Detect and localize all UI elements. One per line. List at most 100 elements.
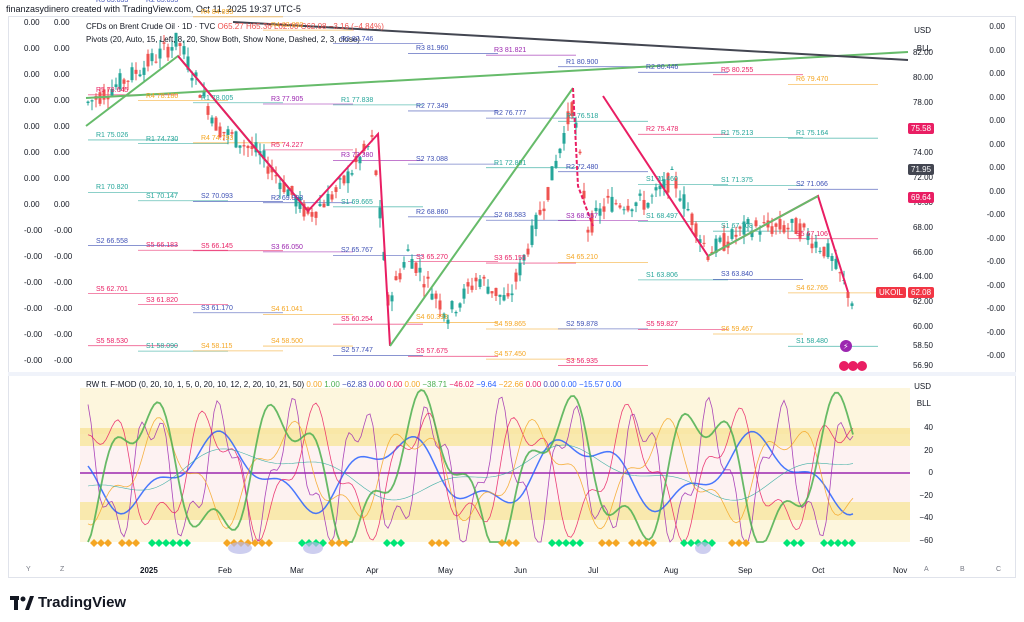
time-axis-label[interactable]: 2025 [140, 566, 158, 575]
pivot-label: S4 65.210 [566, 254, 598, 262]
candle-body [206, 106, 210, 115]
pivot-label: R1 78.005 [201, 94, 234, 102]
main-price-pane[interactable]: ⚡ [8, 16, 1016, 372]
pivot-label: S3 65.270 [416, 253, 448, 261]
price-axis-label[interactable]: 72.00 [912, 172, 933, 182]
pivots-legend[interactable]: Pivots (20, Auto, 15, Left, 8, 20, Show … [86, 35, 360, 44]
oscillator-axis-label[interactable]: −40 [919, 513, 933, 522]
pivot-label: S3 61.820 [146, 296, 178, 304]
candle-body [330, 194, 334, 200]
pivot-label: S2 73.088 [416, 156, 448, 164]
currency-label[interactable]: USD [914, 26, 931, 35]
price-axis-label[interactable]: 66.00 [912, 247, 933, 257]
time-axis-label[interactable]: Oct [812, 566, 825, 575]
signal-marker [397, 539, 405, 547]
oscillator-pane[interactable] [8, 376, 1016, 558]
pivot-label: S4 59.865 [494, 321, 526, 329]
candle-body [754, 220, 758, 227]
candle-body [782, 225, 786, 233]
oscillator-axis-label[interactable]: 0 [928, 468, 933, 477]
candle-body [138, 74, 142, 77]
time-axis-label[interactable]: Mar [290, 566, 304, 575]
candle-body [510, 293, 514, 296]
candle-body [134, 69, 138, 74]
time-axis-label[interactable]: Apr [366, 566, 379, 575]
candle-body [114, 84, 118, 87]
signal-marker [383, 539, 391, 547]
time-axis-label[interactable]: Jun [514, 566, 527, 575]
signal-marker [605, 539, 613, 547]
pane-divider[interactable] [8, 372, 1016, 376]
b-button[interactable]: B [960, 566, 965, 573]
y-button[interactable]: Y [26, 566, 31, 573]
auto-scale-button[interactable]: A [924, 566, 929, 573]
signal-marker [834, 539, 842, 547]
candle-body [518, 262, 522, 276]
highlight-marker [695, 542, 711, 554]
z-button[interactable]: Z [60, 566, 65, 573]
candle-body [830, 255, 834, 261]
oscillator-line [87, 417, 854, 530]
event-icon-1[interactable] [839, 361, 849, 371]
c-button[interactable]: C [996, 566, 1002, 573]
pivot-label: S5 66.183 [146, 242, 178, 250]
pivot-label: R2 80.446 [646, 64, 679, 72]
candle-body [278, 182, 282, 190]
candle-body [706, 256, 710, 261]
oscillator-axis-label[interactable]: −60 [919, 535, 933, 545]
price-axis-label[interactable]: 60.00 [912, 322, 933, 332]
left-axis-label-2: -0.00 [54, 226, 73, 235]
price-axis-label[interactable]: 68.00 [912, 222, 933, 232]
left-axis-label: 0.00 [24, 122, 40, 131]
oscillator-axis-label[interactable]: 40 [924, 423, 933, 432]
far-axis-label: 0.00 [989, 22, 1005, 31]
time-axis-label[interactable]: Feb [218, 566, 232, 575]
event-icon-2[interactable] [848, 361, 858, 371]
pivot-label: S2 57.747 [341, 347, 373, 355]
signal-marker [97, 539, 105, 547]
price-axis-label[interactable]: 58.50 [912, 341, 933, 351]
signal-marker [628, 539, 636, 547]
unit-label[interactable]: BLL [916, 44, 931, 53]
candle-body [270, 167, 274, 173]
left-axis-label-2: -0.00 [54, 278, 73, 287]
oscillator-axis-label[interactable]: 20 [924, 445, 933, 455]
osc-currency-label[interactable]: USD [914, 382, 931, 391]
candle-body [350, 173, 354, 175]
candle-body [694, 223, 698, 237]
signal-marker [548, 539, 556, 547]
price-axis-label[interactable]: 56.90 [912, 361, 933, 370]
candle-body [126, 80, 130, 82]
time-axis-label[interactable]: Sep [738, 566, 753, 575]
pivot-label: R1 70.820 [96, 184, 129, 192]
flash-icon[interactable] [840, 340, 852, 352]
candle-body [394, 276, 398, 281]
price-axis-label[interactable]: 62.00 [912, 297, 933, 307]
price-axis-label[interactable]: 64.00 [912, 272, 933, 282]
time-axis-label[interactable]: Jul [588, 566, 599, 575]
event-icon-3[interactable] [857, 361, 867, 371]
oscillator-legend[interactable]: RW ft. F-MOD (0, 20, 10, 1, 5, 0, 20, 10… [86, 380, 621, 389]
time-axis-label[interactable]: May [438, 566, 454, 575]
left-axis-label: 0.00 [24, 96, 40, 105]
oscillator-axis-label[interactable]: −20 [919, 490, 933, 500]
time-axis-label[interactable]: Aug [664, 566, 679, 575]
candle-body [834, 258, 838, 269]
time-axis-label[interactable]: Nov [893, 566, 908, 575]
far-axis-label: 0.00 [989, 69, 1005, 78]
signal-marker [155, 539, 163, 547]
pivot-label: S2 59.878 [566, 320, 598, 328]
symbol-legend[interactable]: CFDs on Brent Crude Oil · 1D · TVC O65.2… [86, 22, 384, 31]
price-axis-label[interactable]: 80.00 [912, 72, 933, 82]
far-axis-label: -0.00 [986, 304, 1005, 313]
osc-unit-label[interactable]: BLL [916, 399, 931, 408]
price-axis-label[interactable]: 82.00 [912, 47, 933, 57]
signal-marker [118, 539, 126, 547]
price-axis-label[interactable]: 78.00 [912, 97, 933, 107]
left-axis-label: -0.00 [24, 226, 43, 235]
price-axis-label[interactable]: 74.00 [912, 147, 933, 157]
candle-body [266, 166, 270, 174]
candle-body [254, 142, 258, 153]
candle-body [790, 218, 794, 223]
candle-body [182, 46, 186, 55]
